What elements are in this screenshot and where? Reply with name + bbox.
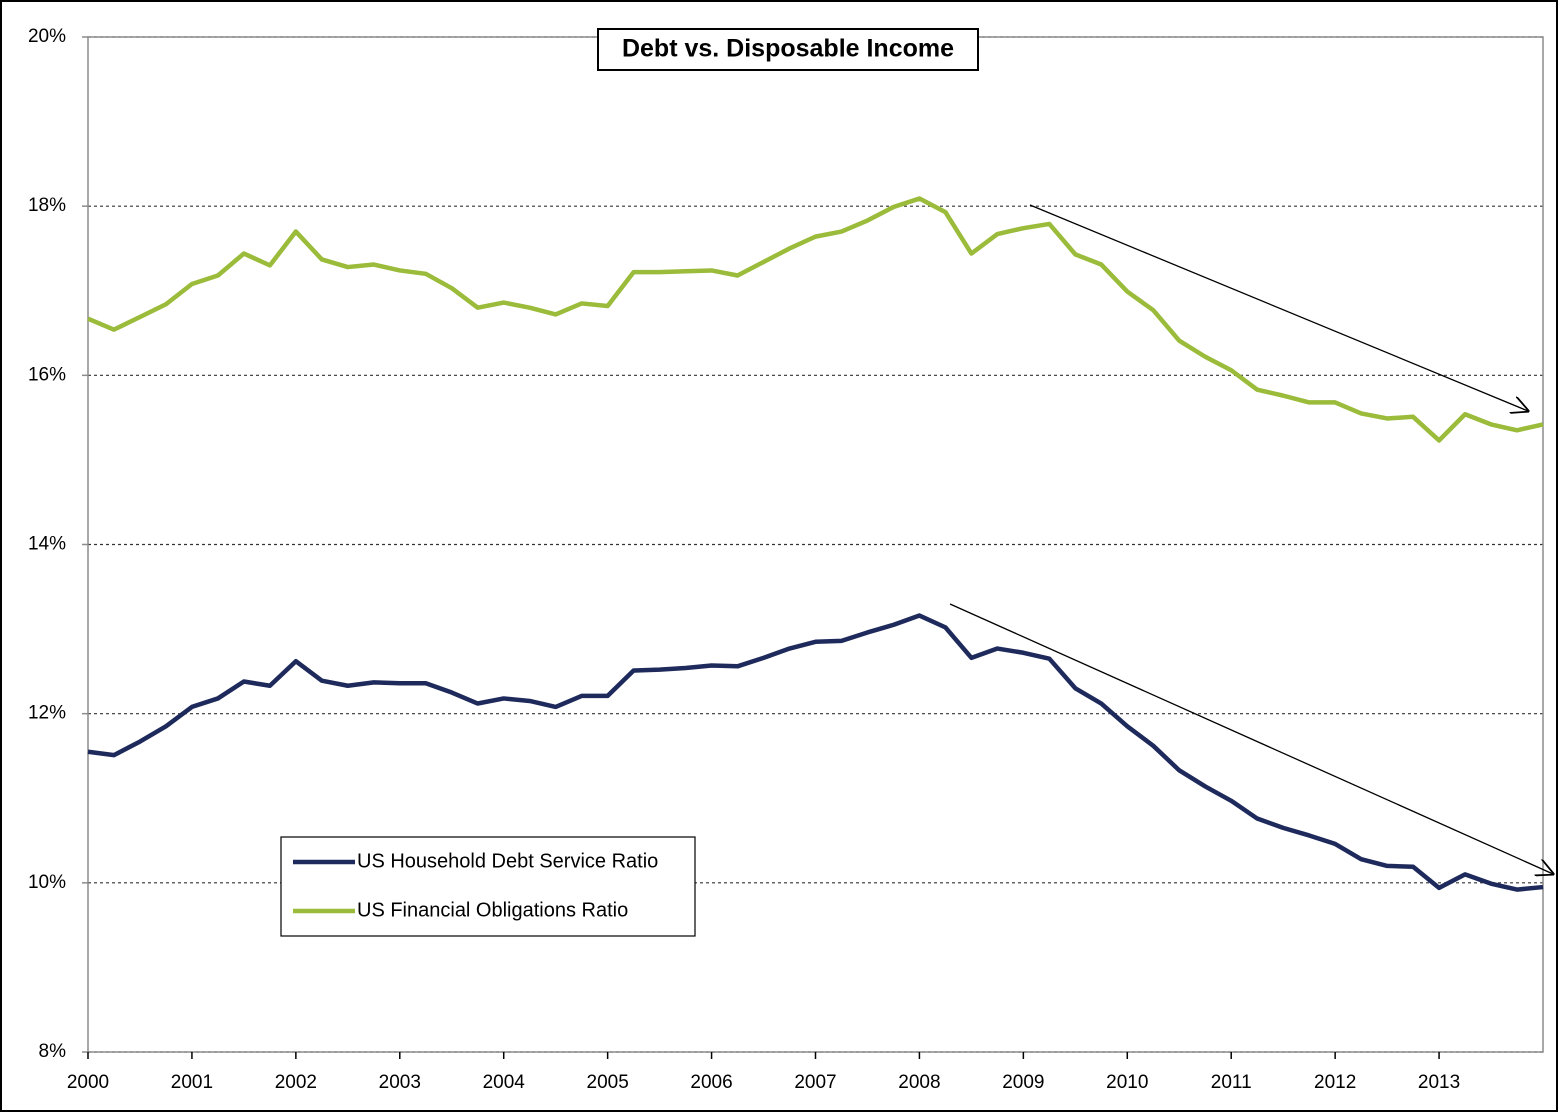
legend-label: US Financial Obligations Ratio [357,899,628,921]
x-tick-label: 2003 [379,1072,421,1093]
x-tick-label: 2012 [1314,1072,1356,1093]
x-tick-label: 2013 [1418,1072,1460,1093]
y-tick-label: 20% [28,26,66,47]
y-tick-label: 10% [28,872,66,893]
series-line [87,613,1544,892]
y-tick-label: 14% [28,534,66,555]
y-tick-label: 16% [28,364,66,385]
x-tick-label: 2005 [587,1072,629,1093]
chart-title: Debt vs. Disposable Income [622,35,954,63]
lines [87,196,1544,892]
x-tick-label: 2000 [67,1072,109,1093]
title-box [597,28,979,71]
trend-arrow [949,603,1553,874]
x-tick-label: 2011 [1211,1072,1252,1093]
x-tick-label: 2008 [898,1072,940,1093]
y-tick-label: 18% [28,195,66,216]
legend-entries: US Household Debt Service Ratio US Financ… [293,850,658,921]
series-line [87,196,1544,443]
trend-arrow [1029,204,1528,411]
y-tick-label: 8% [39,1041,67,1062]
y-tick-label: 12% [28,703,66,724]
x-tick-label: 2009 [1002,1072,1044,1093]
x-tick-label: 2006 [690,1072,732,1093]
x-tick-label: 2001 [171,1072,213,1093]
x-tick-label: 2010 [1106,1072,1148,1093]
legend [280,836,696,937]
x-tick-label: 2004 [483,1072,526,1093]
legend-label: US Household Debt Service Ratio [357,850,658,872]
x-tick-label: 2007 [794,1072,836,1093]
x-tick-label: 2002 [275,1072,317,1093]
